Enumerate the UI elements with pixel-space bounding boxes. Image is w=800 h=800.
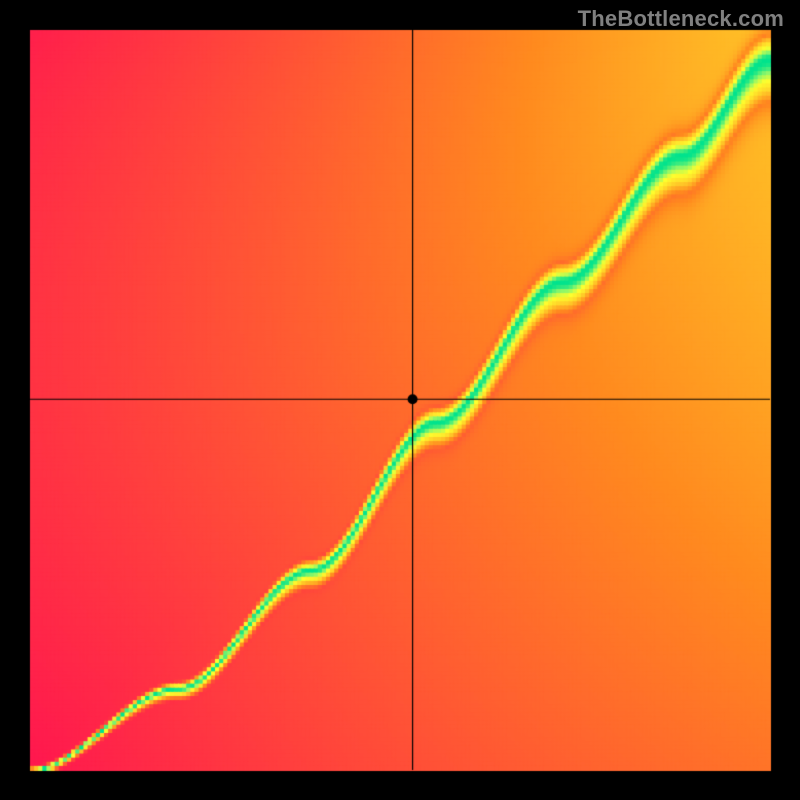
watermark-text: TheBottleneck.com (578, 6, 784, 32)
bottleneck-heatmap (0, 0, 800, 800)
chart-container: TheBottleneck.com (0, 0, 800, 800)
